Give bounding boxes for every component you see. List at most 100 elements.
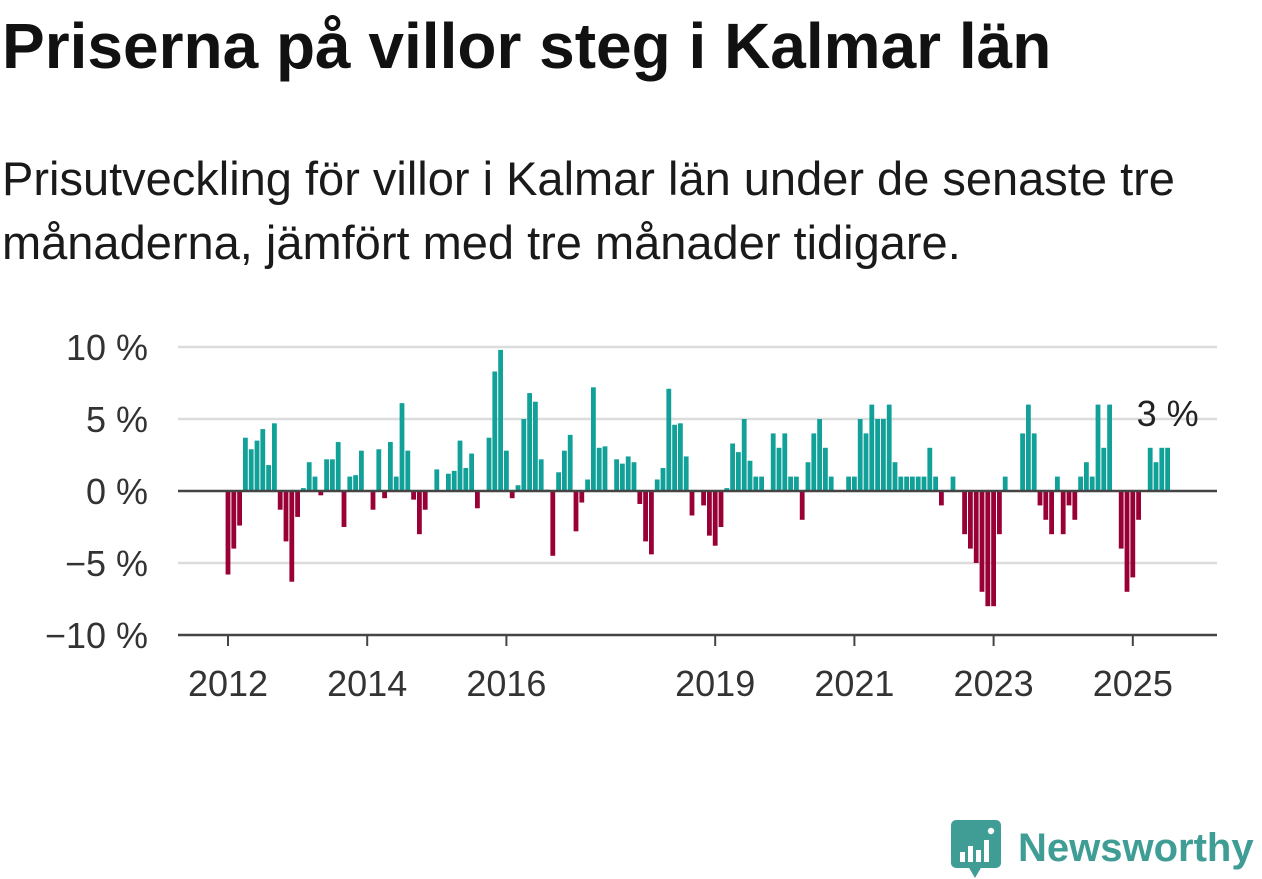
bar <box>1020 433 1025 491</box>
x-tick-label: 2023 <box>954 663 1034 704</box>
x-tick-label: 2021 <box>814 663 894 704</box>
bar <box>805 462 811 491</box>
bar <box>852 476 857 491</box>
bar <box>550 491 556 556</box>
bar <box>979 491 985 592</box>
bar <box>1037 491 1043 506</box>
x-tick-label: 2014 <box>327 663 407 704</box>
bar <box>521 419 527 491</box>
bar <box>1055 476 1060 491</box>
bar <box>776 447 782 491</box>
bar <box>393 476 399 491</box>
bar <box>817 419 822 491</box>
bar <box>225 491 231 575</box>
latest-value-annotation: 3 % <box>1137 393 1199 434</box>
bar <box>637 491 643 504</box>
bar <box>782 433 788 491</box>
bar <box>1118 491 1124 549</box>
bar <box>1043 491 1049 520</box>
bar <box>463 467 469 491</box>
bar <box>231 491 237 549</box>
bar <box>301 488 306 491</box>
bar <box>515 485 521 491</box>
bar <box>625 456 631 491</box>
bar <box>881 419 886 491</box>
y-tick-label: 0 % <box>86 471 148 512</box>
bar <box>1060 491 1066 535</box>
bar <box>741 419 747 491</box>
bar <box>718 491 724 527</box>
bar <box>759 476 764 491</box>
bar <box>330 459 335 491</box>
x-tick-label: 2016 <box>466 663 546 704</box>
chart-subtitle: Prisutveckling för villor i Kalmar län u… <box>2 152 1175 269</box>
bar <box>991 491 996 607</box>
bar <box>1089 476 1095 491</box>
bar <box>1107 404 1112 491</box>
bar <box>359 450 364 491</box>
bar <box>898 476 904 491</box>
bar <box>527 393 532 491</box>
bar <box>823 447 828 491</box>
bar <box>1066 491 1072 506</box>
bar <box>1136 491 1141 520</box>
bar <box>614 459 619 491</box>
bar <box>857 419 863 491</box>
bar <box>985 491 991 607</box>
bar <box>973 491 979 563</box>
bar <box>939 491 944 506</box>
bar <box>1165 447 1170 491</box>
bar <box>1026 404 1031 491</box>
bar <box>277 491 283 510</box>
bar <box>533 401 538 491</box>
bar <box>1101 447 1107 491</box>
bar <box>283 491 289 542</box>
bar <box>469 453 474 491</box>
bar <box>370 491 376 510</box>
bar <box>892 462 898 491</box>
bar <box>950 476 956 491</box>
x-tick-label: 2025 <box>1093 663 1173 704</box>
brand-name: Newsworthy <box>1018 826 1254 870</box>
bar <box>248 449 254 491</box>
bar <box>724 488 730 491</box>
bar <box>562 450 567 491</box>
bar <box>811 433 817 491</box>
bar <box>399 403 405 491</box>
bar <box>388 442 393 491</box>
bar <box>451 470 457 491</box>
bar <box>660 467 666 491</box>
bar <box>579 491 585 503</box>
bar <box>457 440 463 491</box>
bar <box>492 371 498 491</box>
bar <box>1049 491 1054 535</box>
bar <box>1078 476 1083 491</box>
bar <box>968 491 973 549</box>
bar <box>712 491 718 546</box>
bar <box>666 388 672 491</box>
x-tick-label: 2012 <box>188 663 268 704</box>
y-tick-label: 10 % <box>66 327 148 368</box>
bar <box>997 491 1002 535</box>
bar <box>933 476 938 491</box>
brand-logo: Newsworthy <box>951 820 1254 878</box>
bar <box>498 349 503 491</box>
bar <box>707 491 712 536</box>
bar <box>1130 491 1136 578</box>
bar <box>1084 462 1089 491</box>
bar <box>846 476 851 491</box>
bar <box>254 440 260 491</box>
bar <box>910 476 915 491</box>
y-tick-label: −10 % <box>45 615 148 656</box>
chart-title: Priserna på villor steg i Kalmar län <box>2 10 1052 82</box>
bar <box>643 491 648 542</box>
bar <box>272 423 277 491</box>
bar <box>446 473 451 491</box>
bar <box>921 476 927 491</box>
bar <box>1095 404 1101 491</box>
bar <box>962 491 967 535</box>
bar <box>788 476 793 491</box>
bar <box>770 433 776 491</box>
bar <box>538 459 544 491</box>
